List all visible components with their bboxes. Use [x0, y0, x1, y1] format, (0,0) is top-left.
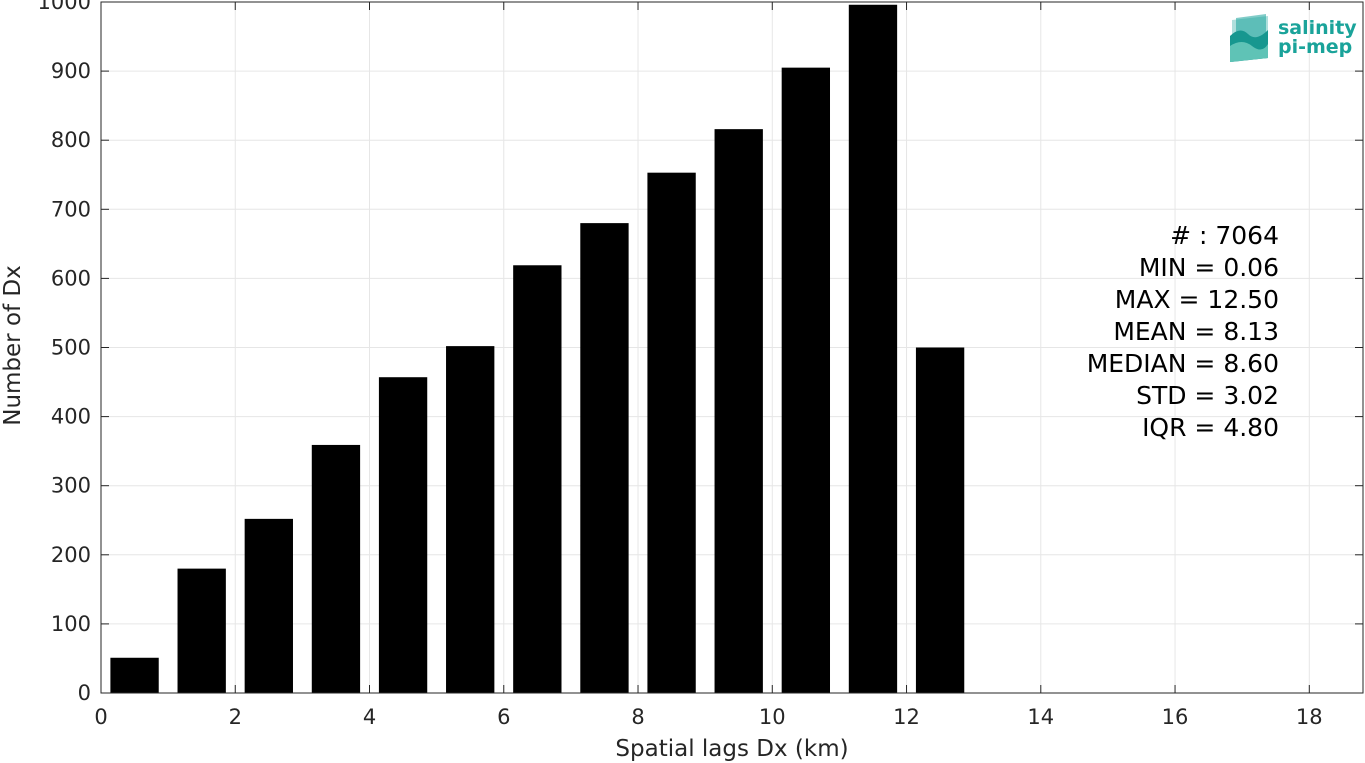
histogram-bar — [714, 129, 763, 694]
y-tick-label: 200 — [51, 543, 91, 567]
stat-line: MEAN = 8.13 — [1113, 317, 1279, 346]
histogram-bar — [513, 265, 562, 693]
histogram-bar — [311, 444, 361, 693]
histogram-bar — [177, 568, 226, 693]
y-tick-label: 100 — [51, 612, 91, 636]
histogram-bar — [915, 347, 965, 693]
y-tick-label: 500 — [51, 336, 91, 360]
y-tick-label: 300 — [51, 474, 91, 498]
x-tick-label: 2 — [229, 705, 242, 729]
histogram-bar — [110, 657, 159, 693]
x-axis-label: Spatial lags Dx (km) — [615, 736, 848, 762]
x-tick-label: 10 — [759, 705, 786, 729]
logo-text-salinity: salinity — [1278, 17, 1357, 39]
stat-line: MAX = 12.50 — [1115, 285, 1279, 314]
x-tick-label: 6 — [497, 705, 510, 729]
x-tick-label: 4 — [363, 705, 376, 729]
x-tick-label: 12 — [893, 705, 920, 729]
y-tick-label: 600 — [51, 266, 91, 290]
histogram-bar — [378, 377, 428, 693]
y-tick-label: 900 — [51, 59, 91, 83]
x-tick-label: 14 — [1027, 705, 1054, 729]
stat-line: IQR = 4.80 — [1142, 413, 1279, 442]
histogram-bar — [848, 4, 898, 694]
stat-line: # : 7064 — [1170, 221, 1279, 250]
histogram-bar — [647, 172, 696, 693]
stat-line: STD = 3.02 — [1136, 381, 1279, 410]
y-tick-label: 700 — [51, 197, 91, 221]
x-tick-label: 0 — [94, 705, 107, 729]
y-tick-label: 0 — [78, 681, 91, 705]
logo-icon — [1230, 14, 1268, 62]
ticks: 0 2 4 6 8 10 12 14 16 18 0 100 200 300 400 500 600 700 800… — [38, 0, 1363, 729]
stat-line: MEDIAN = 8.60 — [1087, 349, 1279, 378]
y-tick-label: 800 — [51, 128, 91, 152]
histogram-bar — [446, 346, 495, 693]
x-tick-label: 18 — [1296, 705, 1323, 729]
stat-line: MIN = 0.06 — [1139, 253, 1279, 282]
y-tick-label: 400 — [51, 405, 91, 429]
x-tick-label: 8 — [631, 705, 644, 729]
y-tick-label: 1000 — [38, 0, 91, 14]
salinity-pi-mep-logo: salinity pi-mep — [1230, 14, 1357, 62]
bars — [110, 4, 965, 694]
histogram-bar — [781, 67, 831, 693]
histogram-bar — [580, 223, 629, 693]
statistics-box: # : 7064 MIN = 0.06 MAX = 12.50 MEAN = 8.13… — [1087, 221, 1279, 442]
histogram-bar — [244, 518, 293, 693]
x-tick-label: 16 — [1162, 705, 1189, 729]
logo-text-pi-mep: pi-mep — [1278, 36, 1352, 58]
y-axis-label: Number of Dx — [0, 265, 26, 426]
